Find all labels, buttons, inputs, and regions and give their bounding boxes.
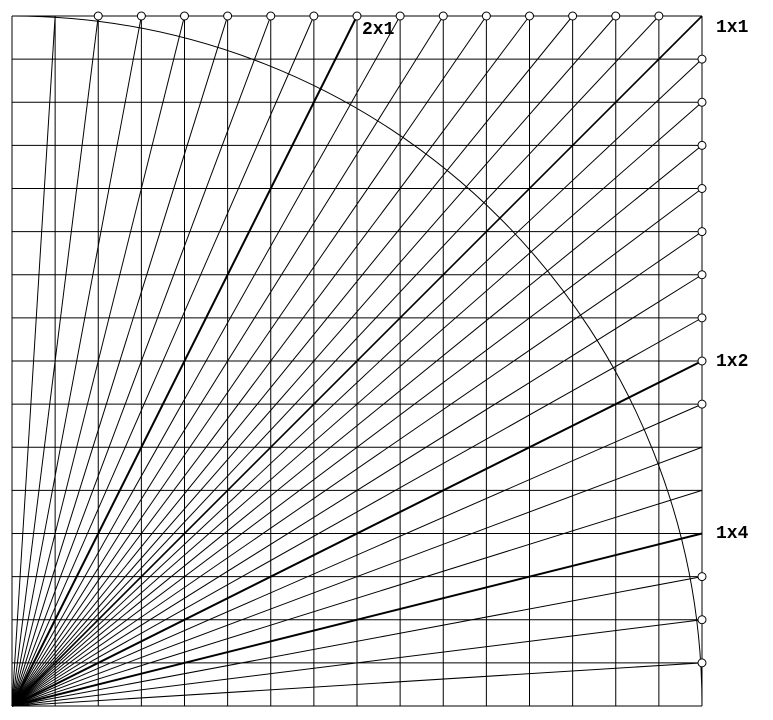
diagram-stage: 2x11x11x21x4 <box>0 0 773 720</box>
diagram-svg <box>0 0 773 720</box>
